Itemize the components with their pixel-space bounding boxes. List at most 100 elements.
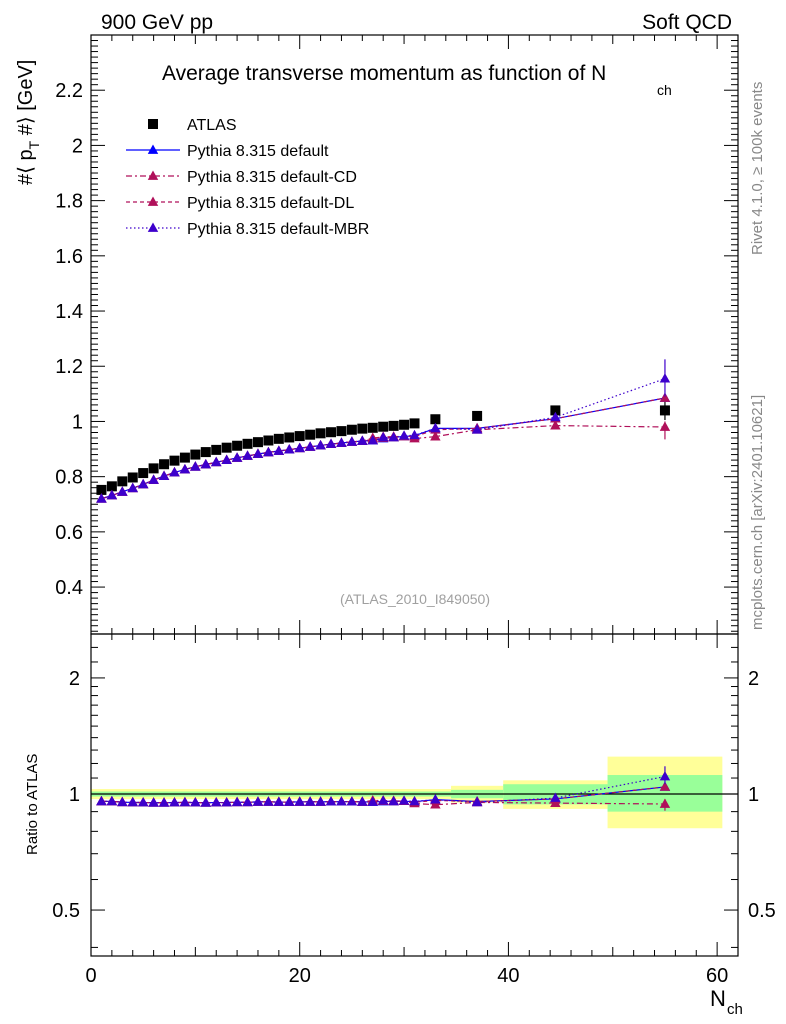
atlas-point (211, 444, 222, 455)
y-tick-label: 1.4 (55, 301, 83, 323)
mbr-ratio-point (263, 796, 274, 806)
axes: 0 20 40 60 0.4 0.6 0.8 1 1.2 1.4 1.6 1.8 2 2.2 0.5 0.5 1… (52, 34, 776, 987)
mbr-ratio-point (117, 796, 128, 807)
main-panel-data (96, 359, 671, 503)
mbr-point (148, 474, 159, 484)
chart-title: Average transverse momentum as function … (162, 62, 606, 85)
header-right-label: Soft QCD (642, 11, 732, 34)
header-left-label: 900 GeV pp (101, 11, 213, 34)
mbr-ratio-point (200, 797, 212, 807)
atlas-point (179, 452, 190, 463)
mbr-point (231, 452, 243, 462)
mbr-ratio-point (158, 797, 170, 807)
atlas-point (294, 431, 305, 442)
mbr-ratio-point (409, 795, 420, 806)
triangle-marker-icon (147, 170, 159, 180)
mbr-point (367, 434, 378, 445)
x-tick-label: 40 (497, 965, 519, 987)
triangle-marker-icon (147, 144, 159, 154)
ratio-y-tick-label: 1 (69, 784, 80, 806)
mbr-point (430, 422, 441, 433)
atlas-point (221, 442, 232, 453)
ratio-panel-frame (90, 633, 739, 957)
y-tick-label: 1 (72, 411, 83, 433)
atlas-point (232, 440, 243, 451)
atlas-point (550, 405, 561, 416)
y-tick-label: 1.6 (55, 246, 83, 268)
atlas-point (242, 438, 253, 449)
triangle-marker-icon (147, 196, 159, 206)
mbr-ratio-point (357, 796, 368, 806)
mbr-point (221, 454, 232, 464)
mbr-point (398, 430, 410, 440)
mbr-point (315, 439, 326, 450)
x-tick-label: 0 (85, 965, 96, 987)
mbr-ratio-point (367, 796, 378, 806)
mbr-ratio-point (242, 796, 253, 807)
legend-label-dl: Pythia 8.315 default-DL (187, 195, 354, 212)
mbr-point (377, 431, 389, 442)
y-tick-label: 1.8 (55, 191, 83, 213)
dl-line (101, 397, 666, 500)
triangle-marker-icon (147, 222, 159, 232)
atlas-point (315, 428, 326, 439)
mbr-ratio-point (550, 792, 561, 802)
y-tick-label: 2.2 (55, 80, 83, 102)
legend: ATLAS Pythia 8.315 default Pythia 8.315 de… (126, 117, 369, 238)
y-tick-label: 0.4 (55, 577, 83, 599)
atlas-point (148, 463, 159, 474)
mbr-ratio-point (284, 796, 295, 806)
ratio-y-tick-label-right: 1 (748, 784, 759, 806)
x-axis-label: N (710, 986, 726, 1011)
ratio-uncertainty-bands (91, 756, 738, 829)
mbr-ratio-point (221, 797, 232, 807)
legend-label-mbr: Pythia 8.315 default-MBR (187, 221, 369, 238)
legend-label-atlas: ATLAS (187, 117, 237, 134)
mbr-point (304, 441, 316, 451)
legend-label-default: Pythia 8.315 default (187, 143, 329, 160)
mbr-point (106, 489, 118, 500)
atlas-point (190, 449, 201, 460)
x-tick-label: 60 (706, 965, 728, 987)
mbr-ratio-point (315, 796, 326, 806)
mbr-point (158, 470, 170, 480)
mbr-point (200, 459, 212, 469)
y-axis-label-ratio: Ratio to ATLAS (24, 754, 41, 855)
atlas-point (263, 435, 274, 446)
mbr-ratio-point (336, 796, 347, 806)
y-tick-label: 1.2 (55, 356, 83, 378)
atlas-point (326, 427, 337, 438)
mbr-ratio-point (294, 796, 305, 806)
mbr-point (242, 450, 253, 460)
dl-point (659, 392, 671, 402)
mbr-point (325, 438, 337, 448)
atlas-point (357, 423, 368, 434)
cd-point (550, 420, 561, 430)
atlas-point (127, 472, 138, 483)
default-line (101, 397, 666, 500)
analysis-id-watermark: (ATLAS_2010_I849050) (340, 591, 490, 607)
mbr-ratio-point (398, 795, 410, 805)
mbr-point (409, 429, 420, 440)
atlas-point (117, 476, 128, 487)
atlas-point (96, 484, 107, 495)
mbr-point (336, 437, 347, 447)
svg-text:#⟨ pT #⟩ [GeV]: #⟨ pT #⟩ [GeV] (15, 60, 42, 185)
atlas-point (336, 426, 347, 437)
atlas-point (159, 459, 170, 470)
mbr-ratio-point (211, 797, 222, 807)
ratio-y-tick-label: 0.5 (52, 900, 80, 922)
mbr-point (263, 446, 274, 457)
mbr-ratio-point (127, 796, 138, 807)
atlas-point (252, 437, 263, 448)
y-tick-label: 0.6 (55, 522, 83, 544)
atlas-point (200, 447, 211, 458)
mbr-ratio-point (231, 796, 243, 807)
mbr-point (117, 486, 128, 496)
chart-title-subscript: ch (657, 82, 672, 98)
mbr-ratio-point (137, 797, 149, 807)
square-marker-icon (148, 119, 158, 129)
mcplots-label: mcplots.cern.ch [arXiv:2401.10621] (749, 395, 766, 630)
mbr-ratio-point (388, 795, 399, 806)
